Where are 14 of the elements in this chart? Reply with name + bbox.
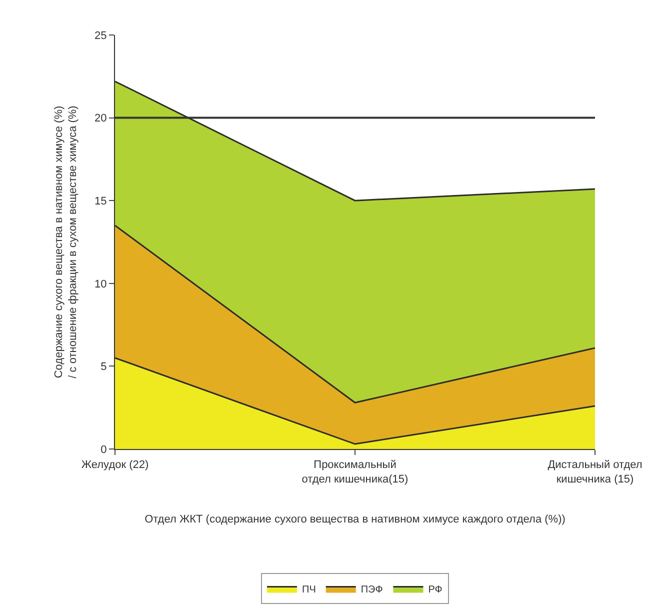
x-tick-label: Проксимальный отдел кишечника(15) [302,459,408,486]
legend-label: ПЭФ [360,584,384,596]
y-tick-label: 25 [94,30,107,42]
x-axis-title: Отдел ЖКТ (содержание сухого вещества в нативном химусе каждого отдела (%)) [144,514,566,526]
legend-label: РФ [428,584,443,596]
y-tick-label: 5 [100,361,107,374]
x-tick-label: Дистальный отдел кишечника (15) [548,459,642,486]
y-tick-label: 0 [100,444,107,456]
y-tick-label: 15 [94,195,107,208]
legend-label: ПЧ [302,584,316,596]
y-axis-title: Содержание сухого вещества в нативном химусе (%) / с отношение фракции в сухом веществе химуса (%) [52,106,80,378]
x-tick-label: Желудок (22) [81,459,149,472]
y-tick-label: 10 [94,278,107,290]
y-tick-label: 20 [94,112,107,125]
